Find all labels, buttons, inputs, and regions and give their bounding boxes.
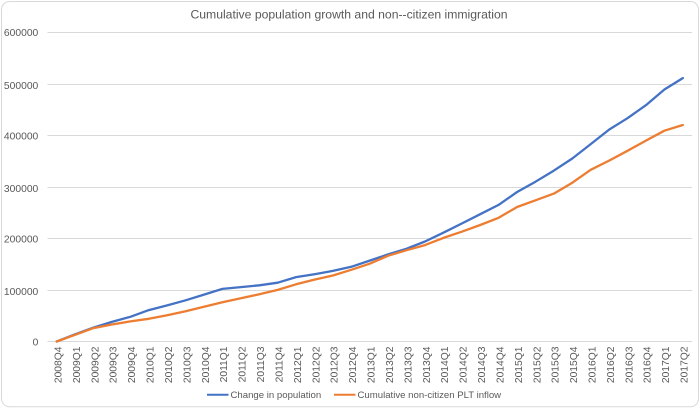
svg-text:2013Q2: 2013Q2 [385, 346, 396, 383]
svg-text:2011Q3: 2011Q3 [256, 346, 267, 382]
svg-text:2016Q2: 2016Q2 [606, 346, 617, 383]
svg-text:2015Q3: 2015Q3 [551, 346, 562, 383]
svg-text:Cumulative population growth a: Cumulative population growth and non--ci… [190, 8, 507, 22]
svg-text:300000: 300000 [4, 184, 39, 195]
svg-text:2014Q4: 2014Q4 [495, 346, 506, 383]
svg-text:2009Q2: 2009Q2 [90, 346, 101, 383]
svg-text:2015Q4: 2015Q4 [569, 346, 580, 383]
svg-text:2015Q1: 2015Q1 [514, 346, 525, 383]
svg-text:100000: 100000 [4, 287, 39, 298]
svg-text:2015Q2: 2015Q2 [532, 346, 543, 383]
svg-text:2010Q1: 2010Q1 [146, 346, 157, 383]
svg-text:600000: 600000 [4, 28, 39, 39]
svg-text:2010Q2: 2010Q2 [164, 346, 175, 383]
svg-text:2010Q3: 2010Q3 [182, 346, 193, 383]
svg-text:2016Q3: 2016Q3 [624, 346, 635, 383]
svg-text:2013Q1: 2013Q1 [367, 346, 378, 383]
svg-text:2011Q2: 2011Q2 [238, 346, 249, 382]
svg-text:2011Q1: 2011Q1 [219, 346, 230, 382]
svg-text:0: 0 [33, 338, 39, 349]
svg-text:2014Q2: 2014Q2 [459, 346, 470, 383]
svg-text:2010Q4: 2010Q4 [201, 346, 212, 383]
svg-text:2009Q4: 2009Q4 [127, 346, 138, 383]
svg-text:2016Q4: 2016Q4 [643, 346, 654, 383]
svg-text:400000: 400000 [4, 131, 39, 142]
svg-text:2008Q4: 2008Q4 [54, 346, 65, 383]
svg-text:2013Q3: 2013Q3 [403, 346, 414, 383]
svg-text:Change in population: Change in population [231, 390, 322, 401]
svg-text:2017Q1: 2017Q1 [661, 346, 672, 383]
svg-text:2014Q1: 2014Q1 [440, 346, 451, 383]
svg-text:2012Q4: 2012Q4 [348, 346, 359, 383]
svg-text:2012Q1: 2012Q1 [293, 346, 304, 383]
svg-text:500000: 500000 [4, 81, 39, 92]
svg-text:2016Q1: 2016Q1 [588, 346, 599, 383]
svg-text:2013Q4: 2013Q4 [422, 346, 433, 383]
svg-text:2012Q3: 2012Q3 [330, 346, 341, 383]
svg-text:2012Q2: 2012Q2 [311, 346, 322, 383]
svg-text:2017Q2: 2017Q2 [680, 346, 691, 383]
svg-text:2009Q3: 2009Q3 [109, 346, 120, 383]
svg-text:2014Q3: 2014Q3 [477, 346, 488, 383]
svg-text:2011Q4: 2011Q4 [275, 346, 286, 382]
svg-text:Cumulative non-citizen PLT inf: Cumulative non-citizen PLT inflow [358, 390, 502, 401]
svg-text:200000: 200000 [4, 234, 39, 245]
svg-text:2009Q1: 2009Q1 [72, 346, 83, 383]
